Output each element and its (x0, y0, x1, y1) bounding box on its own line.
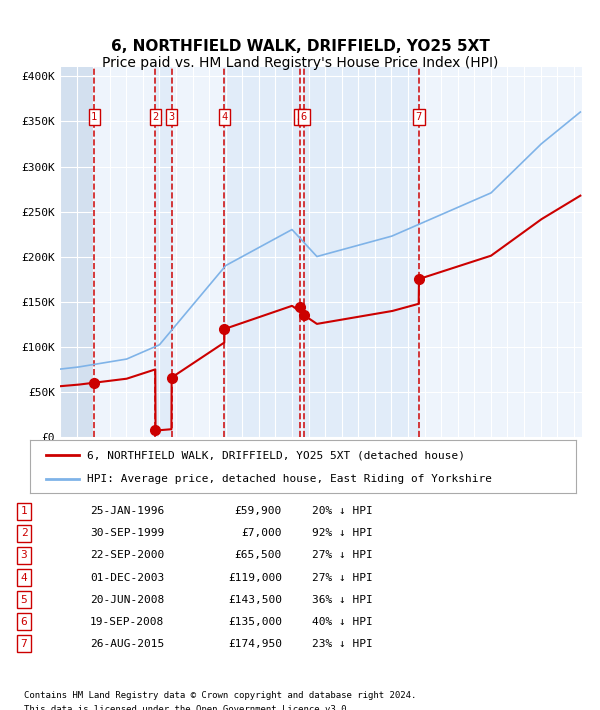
Text: 01-DEC-2003: 01-DEC-2003 (90, 572, 164, 582)
Text: 4: 4 (20, 572, 28, 582)
Text: 4: 4 (221, 112, 227, 122)
Text: 6: 6 (20, 616, 28, 627)
Bar (419, 67, 582, 437)
Text: Contains HM Land Registry data © Crown copyright and database right 2024.: Contains HM Land Registry data © Crown c… (24, 692, 416, 700)
Bar (94, 67, 155, 437)
Bar (172, 67, 224, 437)
Text: Price paid vs. HM Land Registry's House Price Index (HPI): Price paid vs. HM Land Registry's House … (102, 56, 498, 70)
Text: 23% ↓ HPI: 23% ↓ HPI (312, 639, 373, 649)
Text: £65,500: £65,500 (235, 550, 282, 560)
Text: 36% ↓ HPI: 36% ↓ HPI (312, 594, 373, 604)
Bar (300, 67, 304, 437)
Text: This data is licensed under the Open Government Licence v3.0.: This data is licensed under the Open Gov… (24, 705, 352, 710)
Text: 20-JUN-2008: 20-JUN-2008 (90, 594, 164, 604)
Text: 25-JAN-1996: 25-JAN-1996 (90, 506, 164, 516)
Text: 3: 3 (169, 112, 175, 122)
Text: HPI: Average price, detached house, East Riding of Yorkshire: HPI: Average price, detached house, East… (88, 474, 493, 484)
Text: 1: 1 (91, 112, 97, 122)
Text: 2: 2 (20, 528, 28, 538)
Text: 92% ↓ HPI: 92% ↓ HPI (312, 528, 373, 538)
Text: 30-SEP-1999: 30-SEP-1999 (90, 528, 164, 538)
Text: £143,500: £143,500 (228, 594, 282, 604)
Text: £7,000: £7,000 (241, 528, 282, 538)
Text: 20% ↓ HPI: 20% ↓ HPI (312, 506, 373, 516)
Bar (155, 67, 172, 437)
Text: 27% ↓ HPI: 27% ↓ HPI (312, 550, 373, 560)
Text: 19-SEP-2008: 19-SEP-2008 (90, 616, 164, 627)
Text: 5: 5 (296, 112, 303, 122)
Text: 6: 6 (301, 112, 307, 122)
Text: 6, NORTHFIELD WALK, DRIFFIELD, YO25 5XT: 6, NORTHFIELD WALK, DRIFFIELD, YO25 5XT (110, 39, 490, 54)
Bar (60, 67, 94, 437)
Bar (304, 67, 419, 437)
Text: £119,000: £119,000 (228, 572, 282, 582)
Text: 26-AUG-2015: 26-AUG-2015 (90, 639, 164, 649)
Text: 27% ↓ HPI: 27% ↓ HPI (312, 572, 373, 582)
Text: £135,000: £135,000 (228, 616, 282, 627)
Text: 1: 1 (20, 506, 28, 516)
Text: £59,900: £59,900 (235, 506, 282, 516)
Text: 40% ↓ HPI: 40% ↓ HPI (312, 616, 373, 627)
Text: 6, NORTHFIELD WALK, DRIFFIELD, YO25 5XT (detached house): 6, NORTHFIELD WALK, DRIFFIELD, YO25 5XT … (88, 450, 466, 460)
Text: £174,950: £174,950 (228, 639, 282, 649)
Text: 7: 7 (416, 112, 422, 122)
Text: 22-SEP-2000: 22-SEP-2000 (90, 550, 164, 560)
Bar (224, 67, 300, 437)
Text: 5: 5 (20, 594, 28, 604)
Text: 3: 3 (20, 550, 28, 560)
Text: 2: 2 (152, 112, 158, 122)
Text: 7: 7 (20, 639, 28, 649)
